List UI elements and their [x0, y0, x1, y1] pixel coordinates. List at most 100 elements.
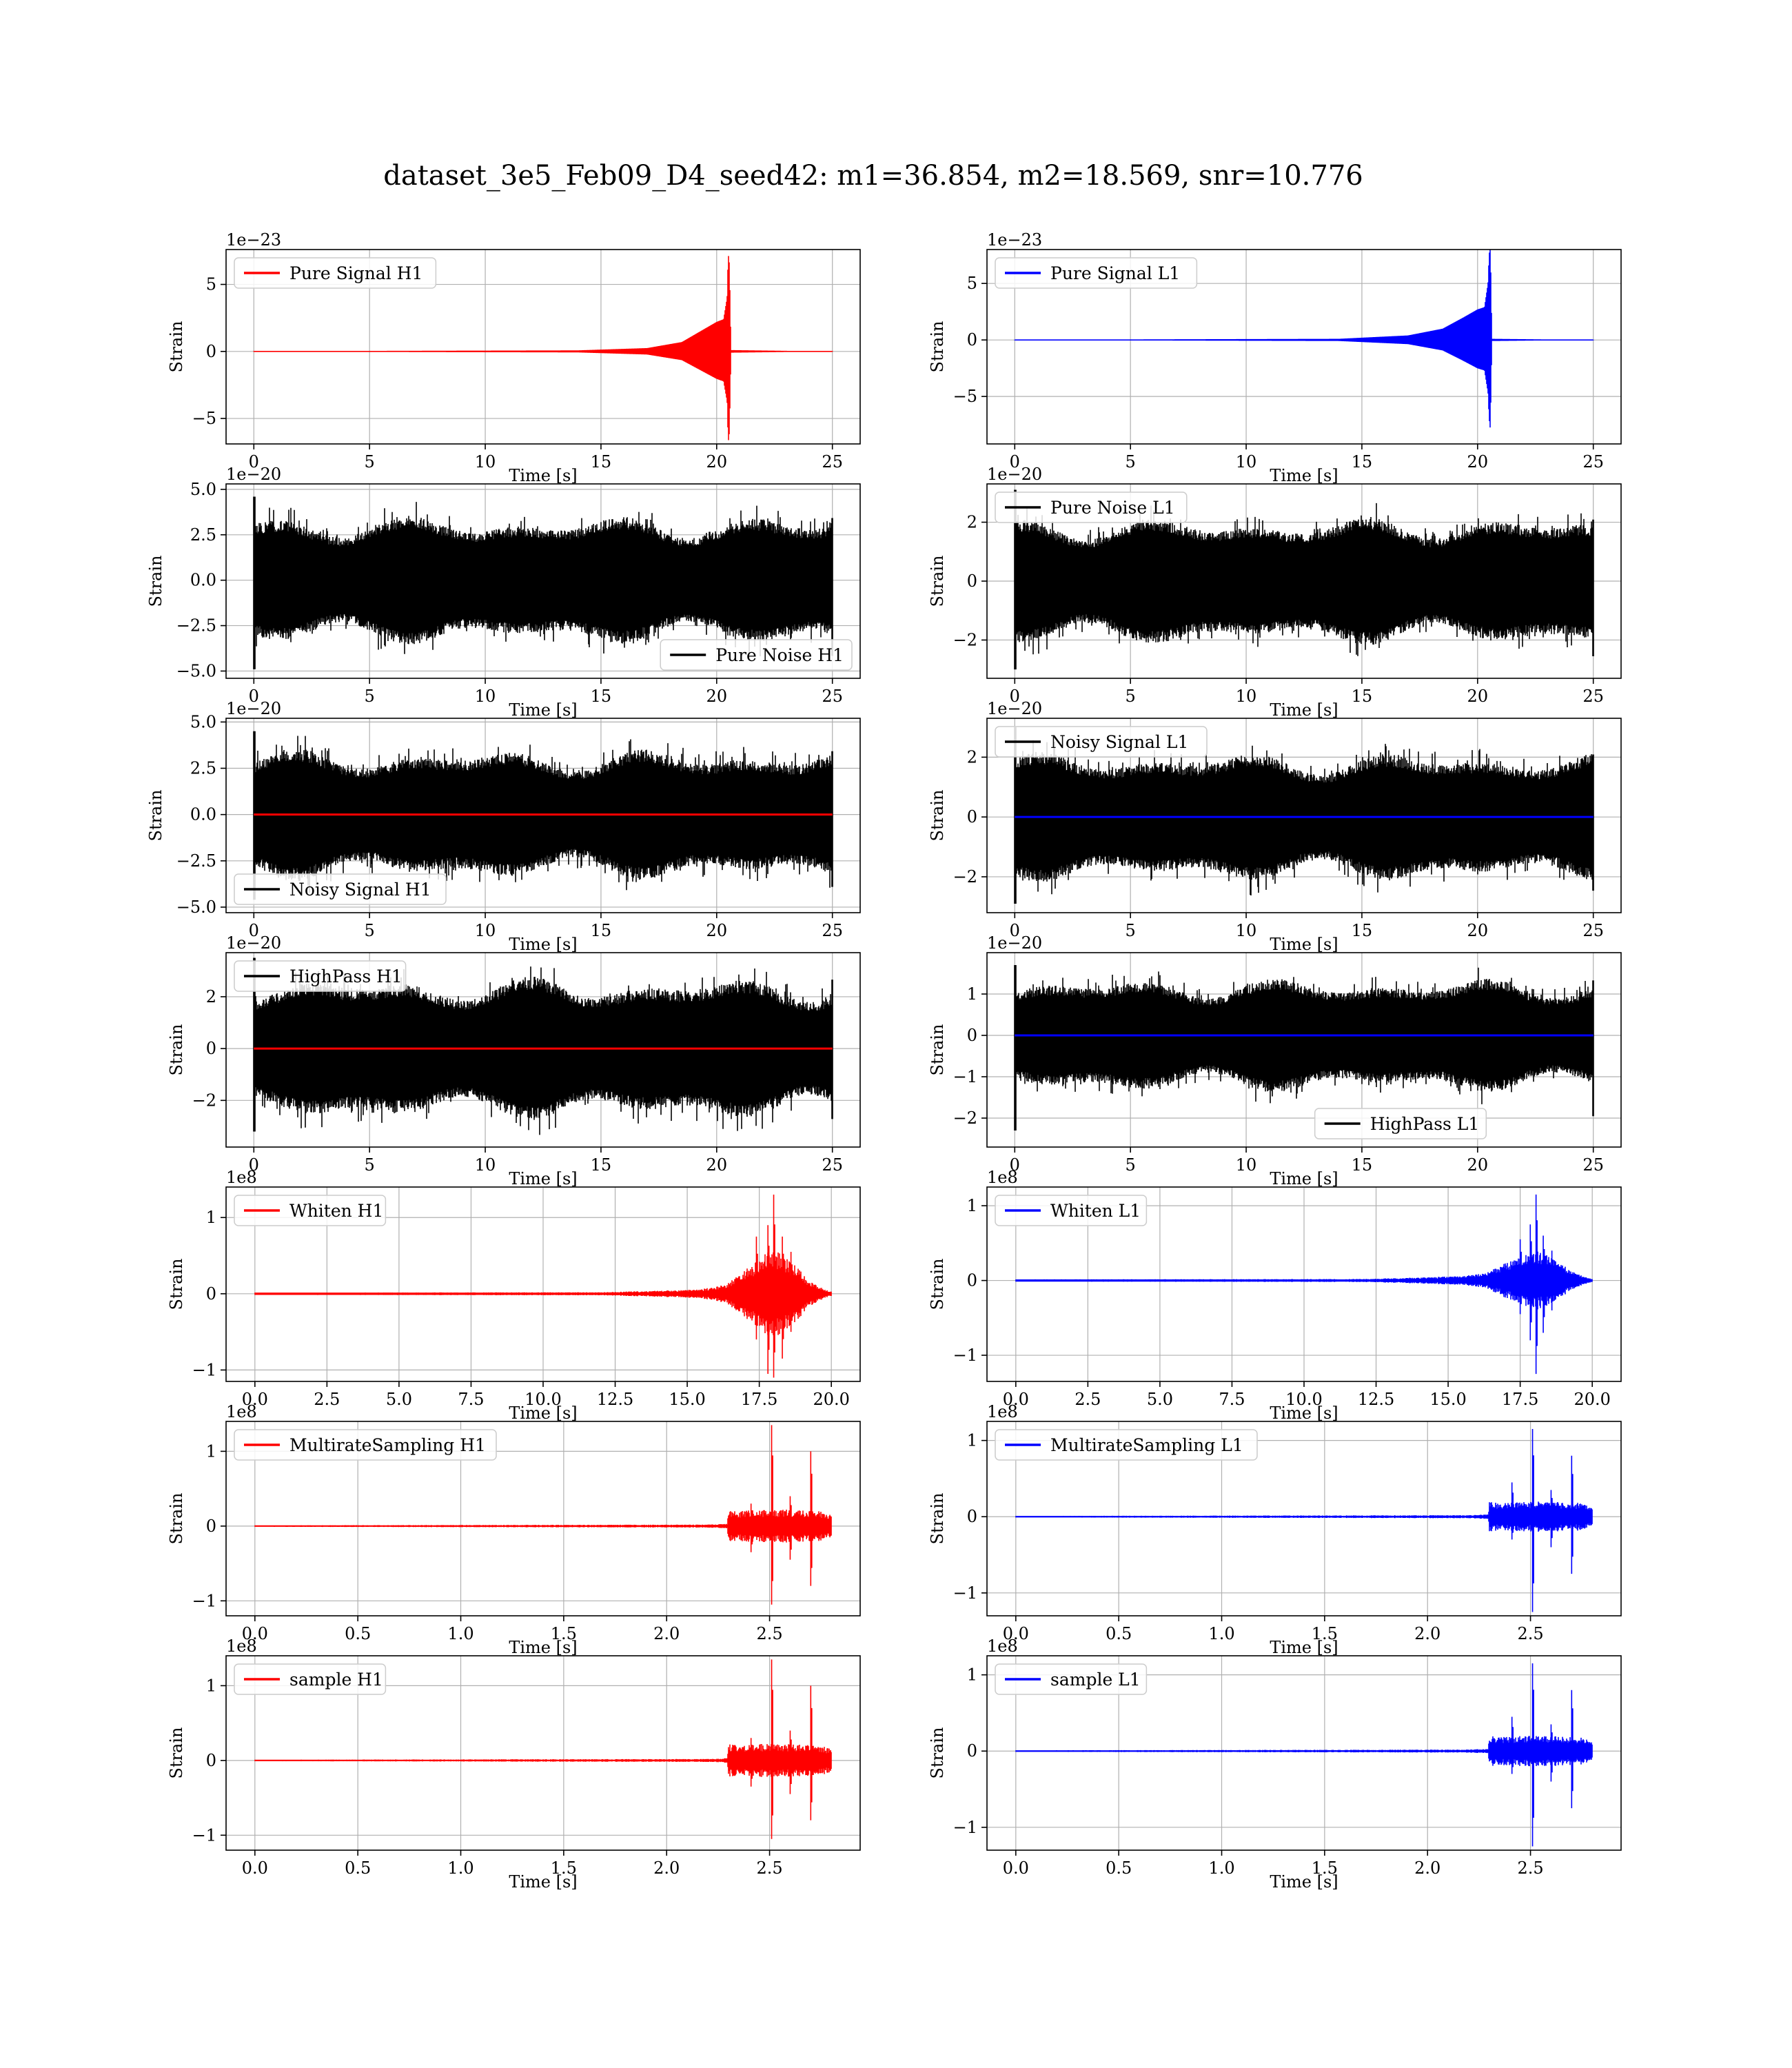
- subplot-whiten-h1: 0.0 2.5 5.0 7.5 10.0 12.5 15.0 17.5 20.0 −1 0 1 1e8 T…: [167, 1168, 861, 1423]
- x-tick-label: 10: [1236, 1155, 1257, 1175]
- legend: sample L1: [995, 1663, 1148, 1695]
- y-tick-label: −1: [953, 1583, 977, 1603]
- y-tick-label: 5: [967, 274, 977, 293]
- y-tick-label: −1: [192, 1591, 216, 1610]
- legend-box: [234, 873, 447, 905]
- subplot-pure-signal-l1: 0 5 10 15 20 25 −5 0 5 1e−23 Time [s] Strain Pure Si…: [928, 230, 1622, 485]
- x-tick-label: 20: [1467, 1155, 1489, 1175]
- y-axis-label: Strain: [928, 1493, 947, 1545]
- y-tick-label: 1: [967, 984, 977, 1004]
- y-tick-label: −1: [953, 1067, 977, 1086]
- legend-box: [995, 1663, 1148, 1695]
- y-offset-label: 1e8: [226, 1636, 257, 1656]
- legend: Whiten H1: [234, 1195, 387, 1226]
- legend-box: [995, 491, 1188, 523]
- x-tick-label: 20: [706, 1155, 728, 1175]
- x-tick-label: 0: [249, 1155, 259, 1175]
- plot-area: [254, 1425, 832, 1605]
- y-axis-label: Strain: [167, 321, 186, 373]
- x-tick-label: 15.0: [1429, 1390, 1466, 1409]
- legend-label: Pure Noise H1: [715, 645, 844, 665]
- x-tick-label: 15: [591, 687, 612, 706]
- y-axis-label: Strain: [146, 556, 165, 607]
- y-tick-label: 2.5: [190, 525, 216, 545]
- x-tick-label: 12.5: [1358, 1390, 1394, 1409]
- x-tick-label: 25: [822, 687, 843, 706]
- y-tick-label: 0: [967, 330, 977, 349]
- y-tick-label: 0: [967, 1271, 977, 1290]
- x-tick-label: 2.0: [1414, 1858, 1440, 1878]
- x-tick-label: 7.5: [1219, 1390, 1245, 1409]
- x-axis-label: Time [s]: [1270, 700, 1338, 720]
- y-axis-label: Strain: [146, 790, 165, 842]
- axes-frame: [225, 483, 861, 679]
- x-tick-label: 5: [365, 1155, 375, 1175]
- x-tick-label: 15: [591, 452, 612, 472]
- y-tick-label: 0: [206, 1517, 216, 1536]
- y-tick-label: 0: [967, 1026, 977, 1045]
- y-tick-label: 1: [206, 1676, 216, 1695]
- legend-label: Pure Noise L1: [1050, 498, 1175, 518]
- y-tick-label: 0: [206, 342, 216, 361]
- series-pure-noise-h1: [253, 496, 833, 669]
- legend: Noisy Signal H1: [234, 873, 447, 905]
- x-tick-label: 0: [1010, 687, 1020, 706]
- x-tick-label: 0.0: [242, 1858, 268, 1878]
- x-tick-label: 15: [591, 921, 612, 940]
- x-tick-label: 10: [1236, 452, 1257, 472]
- x-axis-label: Time [s]: [509, 466, 577, 485]
- legend-box: [234, 960, 407, 992]
- y-offset-label: 1e8: [987, 1636, 1018, 1656]
- x-tick-label: 1.5: [551, 1858, 577, 1878]
- y-tick-label: −2: [953, 1108, 977, 1128]
- x-tick-label: 1.5: [551, 1624, 577, 1643]
- x-tick-label: 12.5: [597, 1390, 633, 1409]
- x-axis-label: Time [s]: [1270, 935, 1338, 954]
- legend-box: [234, 1195, 387, 1226]
- x-tick-label: 2.0: [1414, 1624, 1440, 1643]
- x-tick-label: 2.5: [314, 1390, 340, 1409]
- x-tick-label: 25: [822, 921, 843, 940]
- axes-frame: [225, 952, 861, 1148]
- x-axis-label: Time [s]: [1270, 1638, 1338, 1657]
- y-tick-label: −5: [953, 387, 977, 406]
- series-multiratesampling-l1: [1015, 1429, 1593, 1612]
- legend-label: Noisy Signal L1: [1050, 732, 1188, 752]
- x-tick-label: 17.5: [741, 1390, 777, 1409]
- y-offset-label: 1e−23: [987, 230, 1042, 250]
- legend-label: Pure Signal H1: [289, 263, 422, 283]
- series-sample-l1: [1015, 1663, 1593, 1847]
- y-axis-label: Strain: [167, 1493, 186, 1545]
- x-axis-label: Time [s]: [1270, 466, 1338, 485]
- x-tick-label: 5.0: [386, 1390, 412, 1409]
- y-tick-label: −5.0: [176, 661, 216, 680]
- x-tick-label: 10: [475, 687, 496, 706]
- x-tick-label: 15: [1352, 1155, 1373, 1175]
- x-tick-label: 5: [1126, 1155, 1136, 1175]
- plot-area: [253, 957, 833, 1135]
- legend: HighPass H1: [234, 960, 407, 992]
- legend-label: Whiten H1: [289, 1201, 383, 1221]
- x-tick-label: 0.5: [345, 1624, 371, 1643]
- y-tick-label: −2: [953, 867, 977, 886]
- series-pure-signal-l1: [1014, 250, 1594, 428]
- series-sample-h1: [254, 1659, 832, 1839]
- plot-area: [1014, 727, 1594, 904]
- legend-label: MultirateSampling L1: [1050, 1435, 1243, 1455]
- axes-frame: [986, 249, 1622, 445]
- x-tick-label: 0.0: [1003, 1624, 1029, 1643]
- x-tick-label: 2.5: [1075, 1390, 1101, 1409]
- x-axis-label: Time [s]: [509, 1872, 577, 1892]
- y-offset-label: 1e−23: [226, 230, 281, 250]
- y-tick-label: −2: [953, 630, 977, 649]
- series-whiten-h1: [254, 1195, 832, 1378]
- y-tick-label: −1: [953, 1346, 977, 1365]
- subplot-highpass-l1: 0 5 10 15 20 25 −2 −1 0 1 1e−20 Time [s] Strain HighP…: [928, 933, 1622, 1188]
- x-tick-label: 25: [822, 1155, 843, 1175]
- series-pure-signal-h1: [253, 256, 833, 440]
- x-tick-label: 20: [1467, 452, 1489, 472]
- y-tick-label: 0: [206, 1039, 216, 1058]
- y-offset-label: 1e−20: [226, 699, 281, 718]
- legend: Pure Signal L1: [995, 257, 1198, 289]
